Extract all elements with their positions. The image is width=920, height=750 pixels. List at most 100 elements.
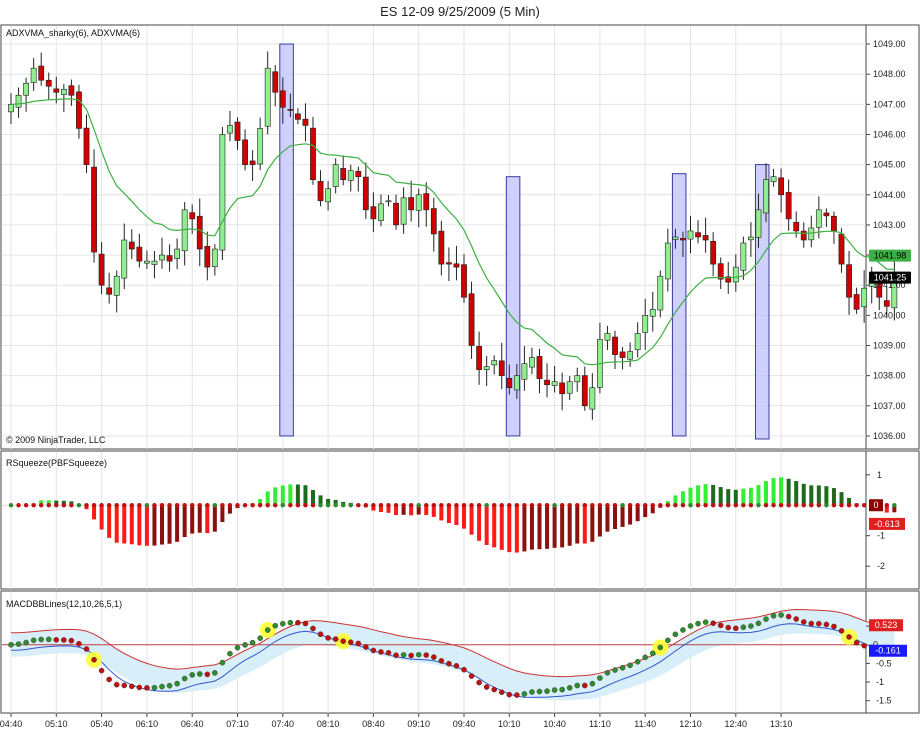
- highlight-box: [279, 43, 294, 437]
- squeeze-bar: [514, 505, 519, 553]
- macd-dot: [536, 688, 543, 695]
- macd-dot: [128, 683, 135, 690]
- macd-dot: [574, 682, 581, 689]
- price-panel-label: ADXVMA_sharky(6), ADXVMA(6): [6, 28, 140, 38]
- macd-dot: [38, 636, 45, 643]
- squeeze-dot: [529, 503, 535, 508]
- macd-dot: [181, 675, 188, 682]
- squeeze-dot: [122, 503, 127, 508]
- squeeze-dot: [499, 503, 504, 508]
- candle: [128, 241, 135, 250]
- candle: [785, 192, 792, 220]
- macd-dot: [347, 639, 354, 645]
- squeeze-bar: [575, 505, 580, 544]
- squeeze-bar: [620, 505, 625, 527]
- squeeze-bar: [794, 481, 799, 506]
- macd-dot: [604, 670, 611, 676]
- squeeze-dot: [854, 503, 859, 508]
- macd-dot: [136, 684, 143, 691]
- candle: [272, 71, 279, 93]
- macd-dot: [680, 627, 686, 633]
- squeeze-dot: [643, 503, 648, 508]
- squeeze-dot: [250, 503, 255, 508]
- candle: [76, 91, 82, 129]
- squeeze-badge: [869, 517, 905, 530]
- macd-dot: [91, 656, 97, 663]
- time-tick-label: 07:40: [272, 719, 295, 729]
- macd-dot: [400, 652, 407, 658]
- candle: [332, 164, 339, 187]
- time-tick-label: 10:10: [498, 719, 521, 729]
- candle: [355, 171, 362, 177]
- squeeze-bar: [401, 505, 406, 515]
- squeeze-dot: [8, 503, 14, 508]
- macd-dot: [665, 637, 671, 644]
- time-tick-label: 11:10: [589, 719, 611, 729]
- squeeze-bar: [816, 485, 821, 506]
- squeeze-bar: [703, 484, 708, 506]
- squeeze-dot: [378, 503, 384, 508]
- candle: [30, 67, 37, 83]
- squeeze-bar: [733, 489, 738, 506]
- candle: [408, 197, 415, 211]
- squeeze-dot: [69, 503, 74, 508]
- candle: [491, 360, 498, 366]
- highlight-box: [671, 173, 687, 437]
- squeeze-dot: [710, 503, 716, 508]
- time-tick-label: 07:10: [226, 719, 249, 729]
- squeeze-dot: [23, 503, 29, 508]
- macd-dot: [476, 679, 482, 686]
- candle: [581, 375, 588, 407]
- candle: [695, 232, 701, 238]
- candle: [438, 230, 445, 265]
- squeeze-dot: [408, 503, 414, 508]
- macd-dot: [310, 625, 316, 632]
- squeeze-dot: [99, 503, 104, 508]
- squeeze-dot: [341, 503, 346, 508]
- macd-dot: [53, 637, 60, 643]
- candle: [793, 221, 800, 232]
- squeeze-bar: [771, 478, 776, 506]
- macd-badge: [869, 644, 907, 657]
- squeeze-bar: [446, 505, 451, 524]
- candle: [317, 181, 324, 202]
- macd-dot: [740, 624, 747, 631]
- candle: [113, 275, 120, 296]
- candle: [838, 233, 845, 265]
- macd-dot: [461, 666, 467, 673]
- candle: [166, 255, 173, 262]
- candle: [566, 381, 573, 394]
- macd-dot: [196, 671, 203, 677]
- time-tick-label: 12:10: [679, 719, 702, 729]
- candle: [476, 346, 482, 370]
- candle: [461, 264, 467, 298]
- candle: [144, 260, 150, 264]
- squeeze-bar: [378, 505, 383, 513]
- candle: [257, 128, 264, 165]
- squeeze-bar: [288, 484, 293, 506]
- squeeze-bar: [326, 498, 331, 506]
- macd-dot: [144, 685, 150, 691]
- macd-dot: [423, 652, 430, 658]
- macd-dot: [582, 682, 588, 689]
- candle: [808, 227, 815, 241]
- macd-dot: [174, 680, 180, 687]
- candle: [468, 293, 475, 346]
- squeeze-dot: [718, 503, 723, 508]
- candle: [861, 287, 868, 308]
- candle: [159, 254, 165, 261]
- squeeze-dot: [688, 503, 693, 508]
- squeeze-bar: [680, 491, 685, 506]
- squeeze-bar: [182, 505, 187, 538]
- candle: [68, 85, 75, 96]
- candle: [604, 333, 611, 341]
- squeeze-badge: [869, 499, 883, 512]
- squeeze-dot: [786, 503, 791, 508]
- squeeze-dot: [582, 503, 587, 508]
- price-tick-label: 1046.00: [873, 129, 906, 139]
- squeeze-dot: [846, 503, 852, 508]
- axis-layer: 1036.00 1037.00 1038.00 1039.00 1040.00 1041.…: [0, 39, 911, 729]
- price-tick-label: 1044.00: [873, 190, 906, 200]
- squeeze-tick-label: 1: [877, 470, 882, 480]
